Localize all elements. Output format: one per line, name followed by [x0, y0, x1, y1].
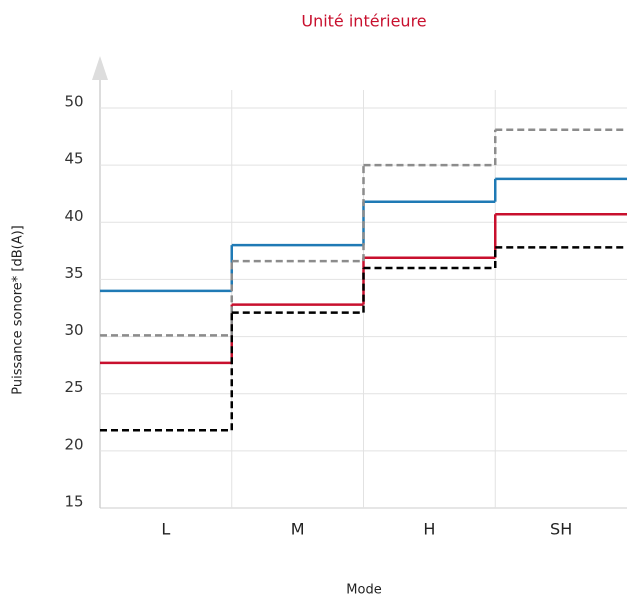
y-tick-label: 50 [64, 93, 83, 111]
y-tick-label: 45 [64, 150, 83, 168]
y-tick-label: 25 [64, 378, 83, 396]
axis-arrow [92, 56, 108, 80]
y-axis-label: Puissance sonore* [dB(A)] [11, 225, 26, 394]
x-tick-label: L [161, 520, 170, 539]
y-tick-label: 30 [64, 321, 83, 339]
x-tick-label: H [423, 520, 435, 539]
y-tick-label: 40 [64, 207, 83, 225]
x-axis-label: Mode [346, 583, 381, 598]
y-tick-label: 20 [64, 435, 83, 453]
y-tick-label: 35 [64, 264, 83, 282]
y-tick-label: 15 [64, 493, 83, 511]
x-tick-label: SH [550, 520, 572, 539]
chart-title: Unité intérieure [301, 12, 426, 31]
x-tick-label: M [291, 520, 305, 539]
